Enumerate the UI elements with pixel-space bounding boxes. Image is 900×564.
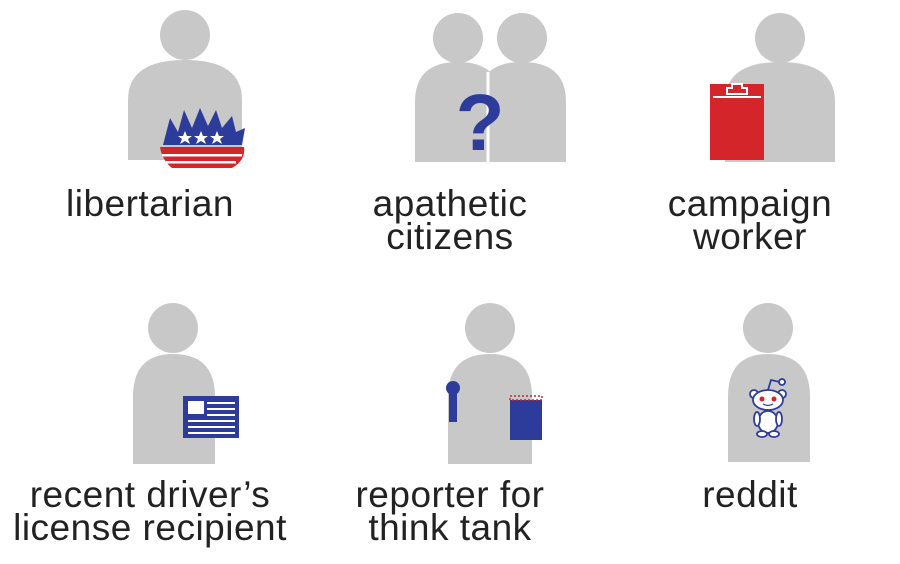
person-figure (446, 303, 543, 464)
persona-label: recent driver’s license recipient (0, 474, 300, 548)
label-line: think tank (368, 507, 532, 548)
license-card-icon (183, 396, 239, 438)
label-line: worker (692, 216, 808, 257)
label-line: reddit (702, 474, 798, 515)
label-line: reporter for (355, 474, 545, 515)
persona-reporter: reporter for think tank (300, 282, 600, 564)
persona-label: apathetic citizens (300, 183, 600, 257)
reddit-alien-icon (749, 378, 787, 438)
porcupine-icon (160, 108, 245, 168)
person-figure (128, 10, 245, 168)
persona-apathetic-citizens: ? apathetic citizens (300, 0, 600, 282)
persona-libertarian: libertarian (0, 0, 300, 282)
svg-text:?: ? (456, 78, 505, 167)
persona-label: reporter for think tank (300, 474, 600, 548)
label-line: license recipient (13, 507, 287, 548)
label-line: apathetic (372, 183, 528, 224)
label-line: campaign (667, 183, 833, 224)
label-line: libertarian (66, 183, 234, 224)
persona-license-recipient: recent driver’s license recipient (0, 282, 300, 564)
persona-label: campaign worker (600, 183, 900, 257)
person-figure (133, 303, 239, 464)
notepad-icon (509, 395, 543, 440)
persona-label: reddit (600, 474, 900, 515)
persona-label: libertarian (0, 183, 300, 224)
label-line: recent driver’s (29, 474, 271, 515)
persona-reddit: reddit (600, 282, 900, 564)
clipboard-icon (710, 83, 764, 160)
two-person-figure: ? (415, 13, 566, 167)
persona-campaign-worker: campaign worker (600, 0, 900, 282)
microphone-icon (446, 381, 460, 422)
question-mark-icon: ? (456, 78, 505, 167)
person-figure (728, 303, 810, 462)
label-line: citizens (386, 216, 514, 257)
person-figure (710, 13, 835, 162)
